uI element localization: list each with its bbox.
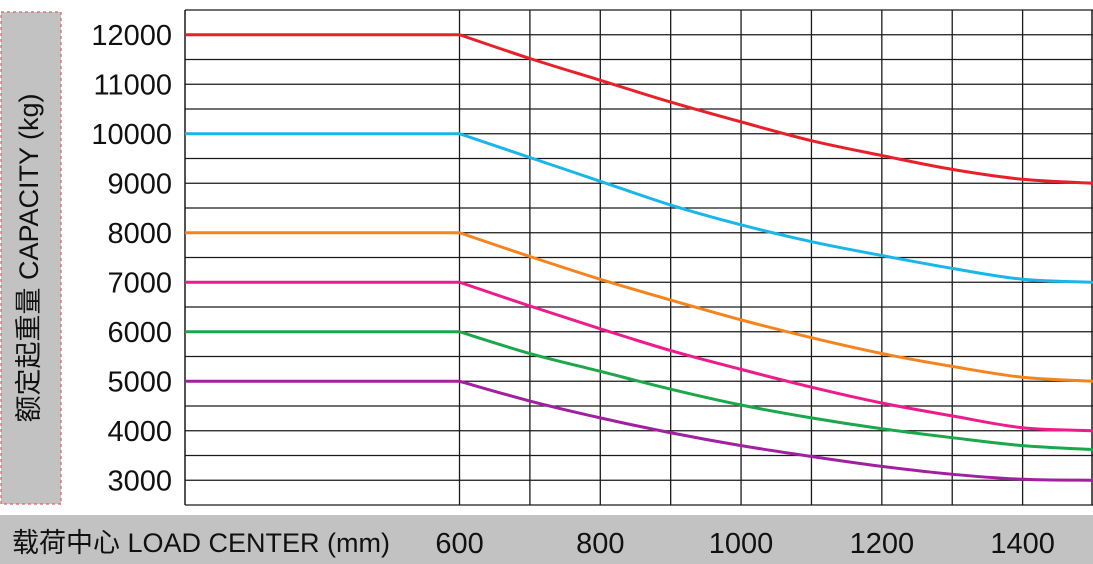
y-tick-label: 10000 xyxy=(91,119,172,151)
x-tick-label: 600 xyxy=(435,528,483,560)
series-line-6 xyxy=(185,379,1093,482)
y-tick-label: 4000 xyxy=(107,416,172,448)
y-tick-label: 7000 xyxy=(107,267,172,299)
series-line-4 xyxy=(185,280,1093,433)
y-tick-labels: 12000 11000 10000 9000 8000 7000 6000 5000 4000 3… xyxy=(91,20,172,498)
x-tick-labels: 600 800 1000 1200 1400 xyxy=(435,528,1055,560)
series-line-3 xyxy=(185,231,1093,383)
grid xyxy=(184,9,1093,506)
series-group xyxy=(185,33,1093,482)
series-line-2 xyxy=(185,132,1093,284)
x-tick-label: 1000 xyxy=(709,528,774,560)
y-tick-label: 8000 xyxy=(107,218,172,250)
y-tick-label: 9000 xyxy=(107,168,172,200)
y-tick-label: 6000 xyxy=(107,317,172,349)
y-axis-label: 额定起重量 CAPACITY (kg) xyxy=(14,93,44,422)
y-tick-label: 5000 xyxy=(107,366,172,398)
xaxis-band xyxy=(0,515,1093,564)
x-tick-label: 1400 xyxy=(990,528,1055,560)
x-tick-label: 800 xyxy=(576,528,624,560)
y-tick-label: 12000 xyxy=(91,20,172,52)
ylabel-box xyxy=(0,11,62,505)
y-tick-label: 11000 xyxy=(94,69,173,101)
series-line-5 xyxy=(185,330,1093,452)
x-axis-label: 载荷中心 LOAD CENTER (mm) xyxy=(12,528,390,558)
y-tick-label: 3000 xyxy=(107,465,172,497)
x-tick-label: 1200 xyxy=(850,528,915,560)
series-line-1 xyxy=(185,33,1093,185)
